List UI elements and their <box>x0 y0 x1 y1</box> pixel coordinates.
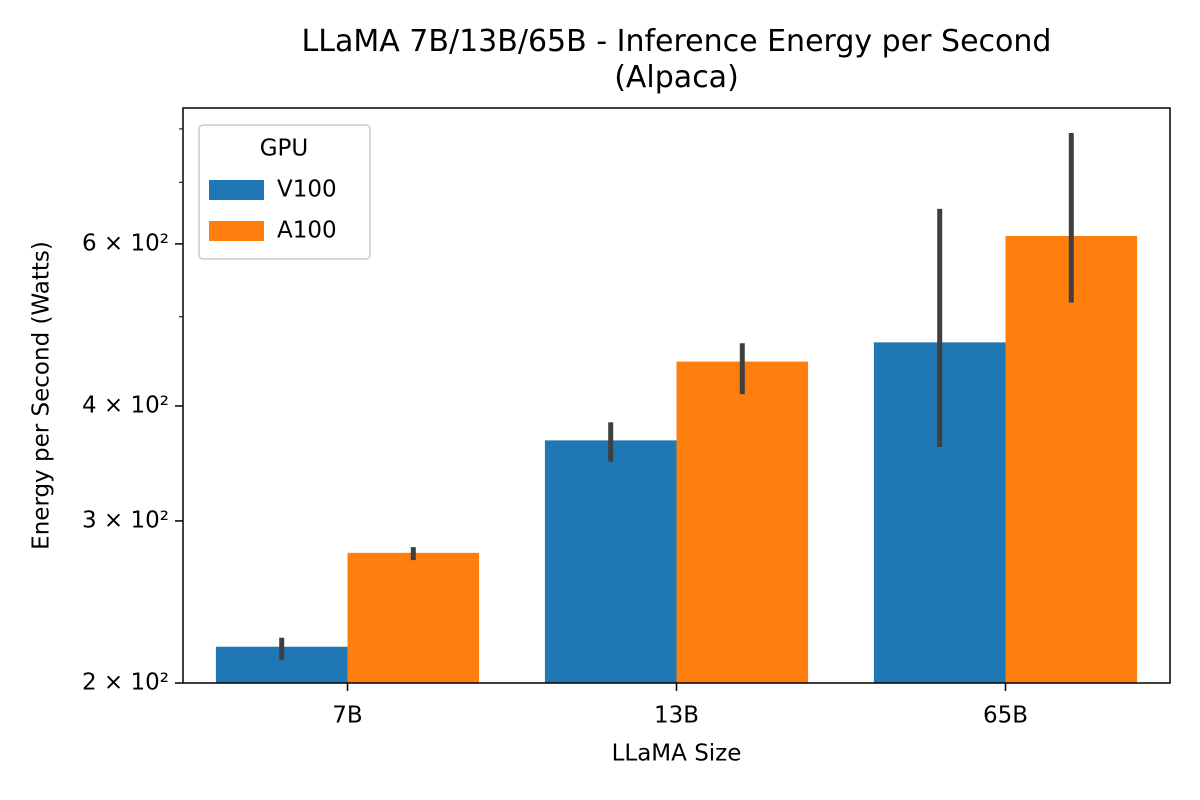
y-axis-label: Energy per Second (Watts) <box>29 241 55 550</box>
bar <box>1005 235 1138 683</box>
bar <box>676 361 809 683</box>
y-tick-label: 3 × 10² <box>82 507 169 533</box>
y-tick-label: 2 × 10² <box>82 670 169 696</box>
x-tick-label: 7B <box>332 703 362 729</box>
bar <box>544 440 677 683</box>
legend-label: V100 <box>277 177 337 203</box>
y-tick-label: 6 × 10² <box>82 230 169 256</box>
y-tick-label: 4 × 10² <box>82 392 169 418</box>
bar <box>347 552 480 683</box>
x-tick-label: 13B <box>654 703 699 729</box>
legend-label: A100 <box>277 218 337 244</box>
legend-swatch <box>209 221 264 241</box>
x-tick-label: 65B <box>983 703 1028 729</box>
legend-title: GPU <box>260 136 309 162</box>
chart-title: LLaMA 7B/13B/65B - Inference Energy per … <box>301 24 1052 95</box>
legend: GPU V100 A100 <box>198 124 371 260</box>
x-axis-label: LLaMA Size <box>612 741 742 767</box>
legend-swatch <box>209 180 264 200</box>
